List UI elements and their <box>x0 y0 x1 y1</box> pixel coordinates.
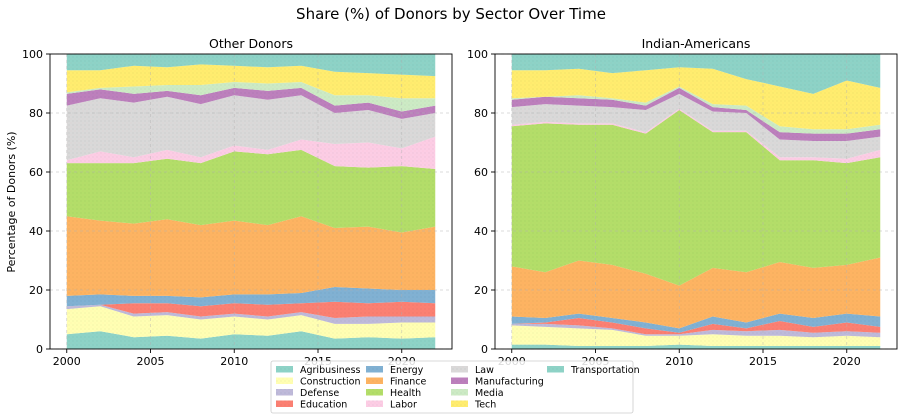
legend-swatch-hatch <box>366 389 383 396</box>
area-hatch-construction <box>511 325 881 347</box>
area-hatch-agribusiness <box>66 331 436 349</box>
legend-item-education: Education <box>276 400 347 411</box>
legend-item-manufacturing: Manufacturing <box>451 377 544 388</box>
legend-item-labor: Labor <box>366 400 417 411</box>
area-hatch-tech <box>511 67 881 130</box>
legend-swatch-hatch <box>276 400 293 407</box>
legend-swatch-hatch <box>276 366 293 373</box>
legend-item-finance: Finance <box>366 377 426 388</box>
y-tick-label: 100 <box>467 48 488 61</box>
legend-item-law: Law <box>451 365 494 376</box>
legend-label: Defense <box>300 388 339 399</box>
y-tick-label: 60 <box>474 166 488 179</box>
axes-frame <box>494 53 898 350</box>
area-hatch-transportation <box>66 54 436 77</box>
legend: AgribusinessConstructionDefenseEducation… <box>270 360 640 414</box>
area-hatch-media <box>66 82 436 112</box>
y-tick-label: 40 <box>474 225 488 238</box>
area-hatch-tech <box>66 64 436 99</box>
area-hatch-labor <box>66 136 436 170</box>
legend-swatch-hatch <box>451 377 468 384</box>
y-tick-label: 80 <box>29 107 43 120</box>
panel-title: Other Donors <box>209 36 293 51</box>
legend-label: Energy <box>390 365 424 376</box>
legend-label: Labor <box>390 400 417 411</box>
area-hatch-construction <box>66 306 436 339</box>
area-hatch-finance <box>66 216 436 298</box>
legend-item-defense: Defense <box>276 388 339 399</box>
legend-item-energy: Energy <box>366 365 424 376</box>
area-hatch-law <box>66 95 436 161</box>
area-hatch-finance <box>511 257 881 329</box>
x-tick-label: 2005 <box>137 355 165 368</box>
area-hatch-agribusiness <box>511 344 881 349</box>
area-hatch-transportation <box>511 54 881 94</box>
legend-item-construction: Construction <box>276 377 361 388</box>
legend-item-health: Health <box>366 388 421 399</box>
panel-title: Indian-Americans <box>642 36 751 51</box>
y-tick-label: 60 <box>29 166 43 179</box>
area-hatch-education <box>511 318 881 335</box>
y-tick-label: 20 <box>29 284 43 297</box>
y-axis-label: Percentage of Donors (%) <box>5 131 18 272</box>
legend-label: Health <box>390 388 421 399</box>
area-hatch-health <box>66 149 436 233</box>
legend-label: Finance <box>390 377 426 388</box>
panel-indian-americans: Indian-Americans020406080100200020052010… <box>467 36 898 368</box>
area-hatch-law <box>511 93 881 159</box>
legend-swatch-hatch <box>451 389 468 396</box>
legend-swatch-hatch <box>366 377 383 384</box>
area-hatch-media <box>511 86 881 134</box>
x-tick-label: 2000 <box>53 355 81 368</box>
legend-label: Tech <box>474 400 496 411</box>
legend-item-tech: Tech <box>451 400 496 411</box>
legend-swatch-hatch <box>276 389 293 396</box>
legend-swatch-hatch <box>547 366 564 373</box>
legend-item-agribusiness: Agribusiness <box>276 365 361 376</box>
legend-label: Law <box>475 365 494 376</box>
legend-swatch-hatch <box>451 400 468 407</box>
x-tick-label: 2010 <box>220 355 248 368</box>
legend-swatch-hatch <box>366 366 383 373</box>
area-hatch-defense <box>66 304 436 324</box>
legend-swatch-hatch <box>366 400 383 407</box>
legend-swatch-hatch <box>451 366 468 373</box>
area-hatch-energy <box>511 313 881 333</box>
y-tick-label: 100 <box>22 48 43 61</box>
axes-frame <box>49 53 453 350</box>
legend-label: Manufacturing <box>475 377 544 388</box>
y-tick-label: 40 <box>29 225 43 238</box>
legend-label: Transportation <box>570 365 640 376</box>
y-tick-label: 0 <box>36 343 43 356</box>
area-hatch-manufacturing <box>511 87 881 142</box>
legend-item-transportation: Transportation <box>547 365 640 376</box>
legend-label: Construction <box>300 377 361 388</box>
x-tick-label: 2015 <box>749 355 777 368</box>
legend-label: Education <box>300 400 347 411</box>
legend-box <box>270 360 634 414</box>
area-hatch-manufacturing <box>66 87 436 119</box>
legend-label: Agribusiness <box>300 365 361 376</box>
area-hatch-defense <box>511 323 881 338</box>
legend-label: Media <box>475 388 504 399</box>
panel-other-donors: Other Donors0204060801002000200520102015… <box>22 36 453 368</box>
area-hatch-energy <box>66 287 436 307</box>
x-tick-label: 2020 <box>833 355 861 368</box>
y-tick-label: 20 <box>474 284 488 297</box>
y-tick-label: 80 <box>474 107 488 120</box>
y-tick-label: 0 <box>481 343 488 356</box>
area-hatch-health <box>511 110 881 286</box>
legend-item-media: Media <box>451 388 504 399</box>
area-hatch-education <box>66 301 436 319</box>
chart-title: Share (%) of Donors by Sector Over Time <box>296 5 606 23</box>
legend-swatch-hatch <box>276 377 293 384</box>
x-tick-label: 2010 <box>665 355 693 368</box>
